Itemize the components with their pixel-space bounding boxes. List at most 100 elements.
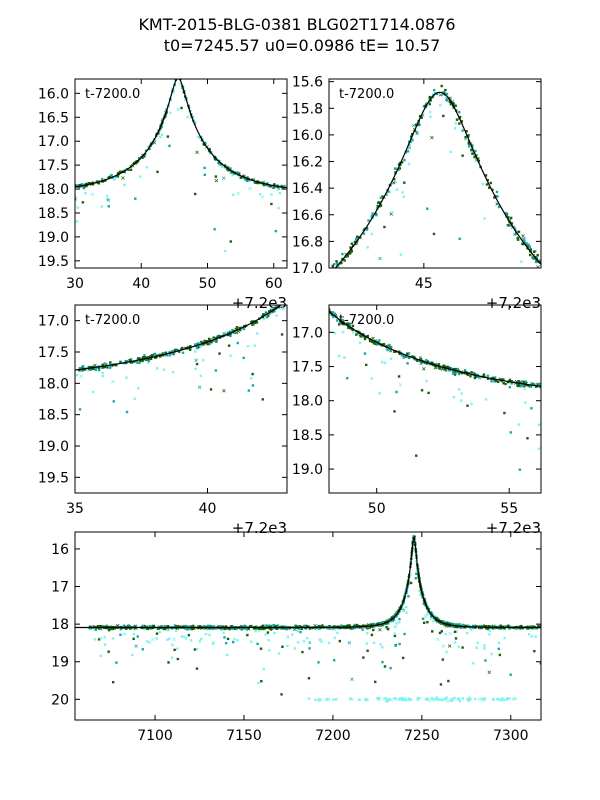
data-point xyxy=(467,134,470,137)
data-point xyxy=(516,384,519,387)
data-point xyxy=(226,167,229,171)
data-point xyxy=(92,182,95,186)
data-point xyxy=(143,354,146,357)
data-point xyxy=(250,640,253,643)
data-point xyxy=(158,355,162,358)
data-point xyxy=(522,237,526,241)
data-point xyxy=(162,368,166,371)
data-point xyxy=(170,656,174,659)
data-point xyxy=(463,136,468,141)
data-point xyxy=(93,638,97,641)
data-point xyxy=(418,697,421,700)
data-point xyxy=(409,135,413,139)
data-point xyxy=(141,359,144,363)
data-point xyxy=(366,246,369,249)
data-point xyxy=(318,624,321,628)
data-point xyxy=(129,168,133,171)
data-point xyxy=(391,211,394,214)
data-point xyxy=(346,624,349,627)
data-point xyxy=(172,91,175,94)
data-point xyxy=(158,631,162,634)
data-point xyxy=(101,363,104,366)
data-point xyxy=(411,123,416,128)
data-point xyxy=(359,236,362,239)
data-point xyxy=(173,348,177,352)
data-point xyxy=(126,625,130,628)
data-point xyxy=(500,697,504,700)
data-point xyxy=(183,635,186,638)
data-point xyxy=(477,159,481,163)
data-point xyxy=(141,156,144,159)
data-point xyxy=(386,348,389,352)
data-point xyxy=(439,92,443,95)
data-point xyxy=(509,673,512,676)
data-point xyxy=(425,102,428,105)
data-point xyxy=(456,625,459,629)
data-point xyxy=(384,306,386,308)
data-point xyxy=(388,343,391,347)
data-point xyxy=(194,350,197,353)
data-point xyxy=(459,626,463,630)
data-point xyxy=(194,367,197,370)
data-point xyxy=(184,627,187,630)
data-point xyxy=(407,352,411,355)
data-point xyxy=(209,388,213,391)
y-tick-label: 16.0 xyxy=(38,86,69,102)
data-point xyxy=(461,129,464,132)
data-point xyxy=(395,390,398,394)
data-point xyxy=(445,98,448,102)
data-point xyxy=(403,632,406,636)
data-point xyxy=(317,698,320,701)
data-point xyxy=(367,625,370,629)
data-point xyxy=(166,638,169,641)
data-point xyxy=(236,191,241,196)
data-point xyxy=(257,681,260,685)
data-point xyxy=(519,624,523,628)
y-tick-label: 17.0 xyxy=(292,325,323,341)
data-point xyxy=(475,625,478,628)
data-point xyxy=(116,175,120,178)
data-point xyxy=(429,99,432,102)
data-point xyxy=(379,196,383,200)
data-point xyxy=(214,627,218,630)
data-point xyxy=(375,277,377,279)
y-tick-label: 19.0 xyxy=(38,230,69,246)
data-point xyxy=(393,632,397,635)
data-point xyxy=(285,627,288,630)
data-point xyxy=(115,661,118,664)
data-point xyxy=(375,339,378,342)
data-point xyxy=(517,384,521,387)
y-tick-label: 16.5 xyxy=(38,110,69,126)
data-point xyxy=(372,628,375,632)
data-point xyxy=(426,620,429,624)
data-point xyxy=(442,90,445,94)
data-point xyxy=(75,184,77,187)
data-point xyxy=(321,624,324,627)
data-point xyxy=(491,188,494,192)
data-point xyxy=(214,339,217,343)
panel-annotation: t-7200.0 xyxy=(85,313,140,328)
data-point xyxy=(372,622,375,626)
panel-zoom-rise: 35 40 17.0 17.5 18.0 18.5 19.0 19.5 t-7200.0 +7.2… xyxy=(38,304,288,537)
data-point xyxy=(147,361,150,364)
data-point xyxy=(264,312,268,316)
data-point xyxy=(536,265,540,268)
data-point xyxy=(407,697,411,700)
data-point xyxy=(403,158,406,162)
data-point xyxy=(527,633,531,636)
data-point xyxy=(269,308,273,312)
data-point xyxy=(337,321,341,324)
data-point xyxy=(374,680,377,684)
data-point xyxy=(525,242,528,245)
data-point xyxy=(422,602,426,606)
data-point xyxy=(425,613,429,616)
data-point xyxy=(428,362,432,366)
data-point xyxy=(109,361,112,364)
data-point xyxy=(365,228,369,231)
y-tick-label: 17 xyxy=(51,580,69,596)
data-point xyxy=(440,630,444,633)
data-point xyxy=(200,637,203,641)
data-point xyxy=(445,650,448,654)
data-point xyxy=(246,176,249,179)
data-point xyxy=(134,197,137,200)
